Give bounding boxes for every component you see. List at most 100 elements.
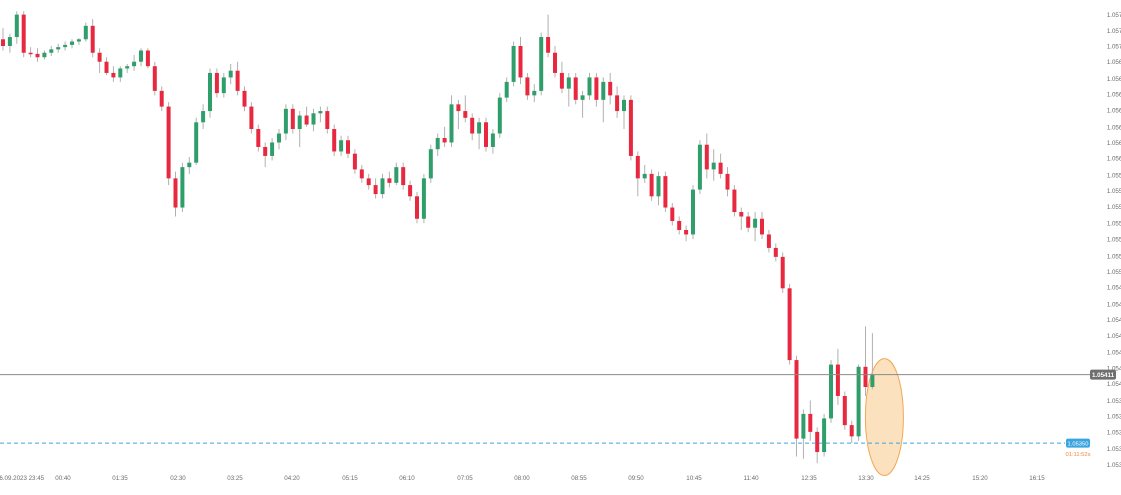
highlight-ellipse bbox=[864, 358, 904, 477]
candle bbox=[760, 212, 764, 239]
candle bbox=[249, 102, 254, 134]
candle-body-down bbox=[235, 70, 240, 91]
candle bbox=[663, 171, 668, 213]
candle-body-down bbox=[415, 196, 419, 219]
candle-body-down bbox=[677, 220, 682, 230]
candle bbox=[304, 106, 309, 127]
candle-body-up bbox=[221, 77, 226, 94]
candle bbox=[863, 326, 868, 396]
y-tick-label: 1.05604 bbox=[1107, 156, 1121, 163]
candle bbox=[201, 104, 206, 130]
candle-body-down bbox=[732, 189, 737, 213]
candle-body-up bbox=[76, 39, 81, 42]
x-tick-label: 11:40 bbox=[743, 475, 759, 482]
candle-body-up bbox=[125, 66, 130, 69]
candle-body-down bbox=[608, 81, 613, 96]
candle-body-up bbox=[435, 137, 440, 150]
candle-body-down bbox=[304, 115, 309, 125]
candle-body-down bbox=[387, 178, 392, 183]
candle bbox=[7, 33, 12, 53]
candle bbox=[628, 95, 633, 161]
candle bbox=[511, 41, 516, 87]
candle-body-up bbox=[539, 37, 544, 91]
candle-body-down bbox=[794, 360, 799, 439]
x-tick-label: 03:25 bbox=[227, 475, 243, 482]
candle-body-down bbox=[863, 366, 868, 387]
candle-body-up bbox=[42, 52, 47, 58]
candle bbox=[684, 225, 689, 242]
candle-body-down bbox=[704, 144, 709, 170]
candle-body-up bbox=[711, 162, 716, 170]
y-tick-label: 1.05489 bbox=[1107, 285, 1121, 292]
candle bbox=[366, 173, 371, 190]
candle-body-up bbox=[622, 99, 626, 112]
x-tick-label: 10:45 bbox=[686, 475, 702, 482]
candle bbox=[608, 72, 613, 105]
candle-body-down bbox=[808, 413, 813, 432]
candle bbox=[691, 185, 695, 239]
candle-body-up bbox=[477, 122, 482, 134]
candle-body-up bbox=[428, 149, 433, 179]
candle bbox=[559, 61, 564, 94]
x-tick-label: 02:30 bbox=[170, 475, 186, 482]
candle-body-down bbox=[787, 288, 792, 361]
current-price-tag: 1.05411 bbox=[1092, 372, 1115, 379]
candle bbox=[270, 137, 275, 161]
candle bbox=[870, 333, 875, 390]
candle bbox=[649, 169, 654, 201]
candle bbox=[97, 48, 102, 73]
candle-body-down bbox=[145, 50, 150, 67]
candle-body-down bbox=[518, 46, 523, 78]
candle-body-down bbox=[346, 140, 350, 154]
candle bbox=[35, 48, 40, 62]
candle bbox=[794, 355, 799, 457]
candle bbox=[76, 38, 81, 45]
candle bbox=[159, 86, 164, 112]
x-tick-label: 26.09.2023 23:45 bbox=[0, 475, 45, 482]
y-tick-label: 1.05374 bbox=[1107, 414, 1121, 421]
candle bbox=[442, 126, 447, 147]
candle bbox=[566, 72, 571, 107]
candle bbox=[594, 72, 599, 107]
candle-body-down bbox=[546, 37, 551, 53]
candle bbox=[152, 61, 157, 96]
candle-body-up bbox=[421, 178, 426, 219]
y-tick-label: 1.05417 bbox=[1107, 365, 1121, 372]
x-tick-label: 01:35 bbox=[112, 475, 128, 482]
x-tick-label: 09:50 bbox=[628, 475, 644, 482]
y-tick-label: 1.05618 bbox=[1107, 140, 1121, 147]
candle-body-down bbox=[463, 111, 468, 118]
x-tick-label: 08:55 bbox=[571, 475, 587, 482]
y-tick-label: 1.05532 bbox=[1107, 236, 1121, 243]
y-tick-label: 1.05388 bbox=[1107, 398, 1121, 405]
candle bbox=[228, 63, 233, 85]
candle-body-up bbox=[504, 81, 509, 98]
candle bbox=[14, 11, 19, 44]
y-axis[interactable]: 1.05732 1.05718 1.05704 1.05690 1.05675 1.056… bbox=[1107, 12, 1121, 469]
candle bbox=[139, 48, 143, 67]
x-axis[interactable]: 26.09.2023 23:45 00:40 01:35 02:30 03:25 04:2… bbox=[0, 475, 1045, 482]
candle-body-down bbox=[263, 146, 268, 156]
candle bbox=[28, 47, 33, 58]
candle-body-down bbox=[97, 52, 102, 62]
y-tick-label: 1.05575 bbox=[1107, 188, 1121, 195]
candle bbox=[635, 151, 640, 197]
candle-body-up bbox=[194, 122, 199, 163]
candle bbox=[214, 68, 219, 98]
candle bbox=[449, 95, 454, 147]
candle-body-up bbox=[187, 162, 192, 168]
candle bbox=[504, 77, 509, 103]
candle-body-up bbox=[601, 81, 606, 100]
target-level-tag-bg bbox=[1066, 438, 1090, 448]
candle-body-down bbox=[401, 167, 406, 186]
candle-body-down bbox=[111, 72, 116, 78]
candle bbox=[49, 46, 54, 57]
candle-body-down bbox=[352, 153, 357, 170]
candle bbox=[490, 129, 495, 154]
candle bbox=[808, 400, 813, 441]
candle bbox=[408, 180, 413, 201]
candle bbox=[111, 66, 116, 82]
y-tick-label: 1.05632 bbox=[1107, 124, 1121, 131]
